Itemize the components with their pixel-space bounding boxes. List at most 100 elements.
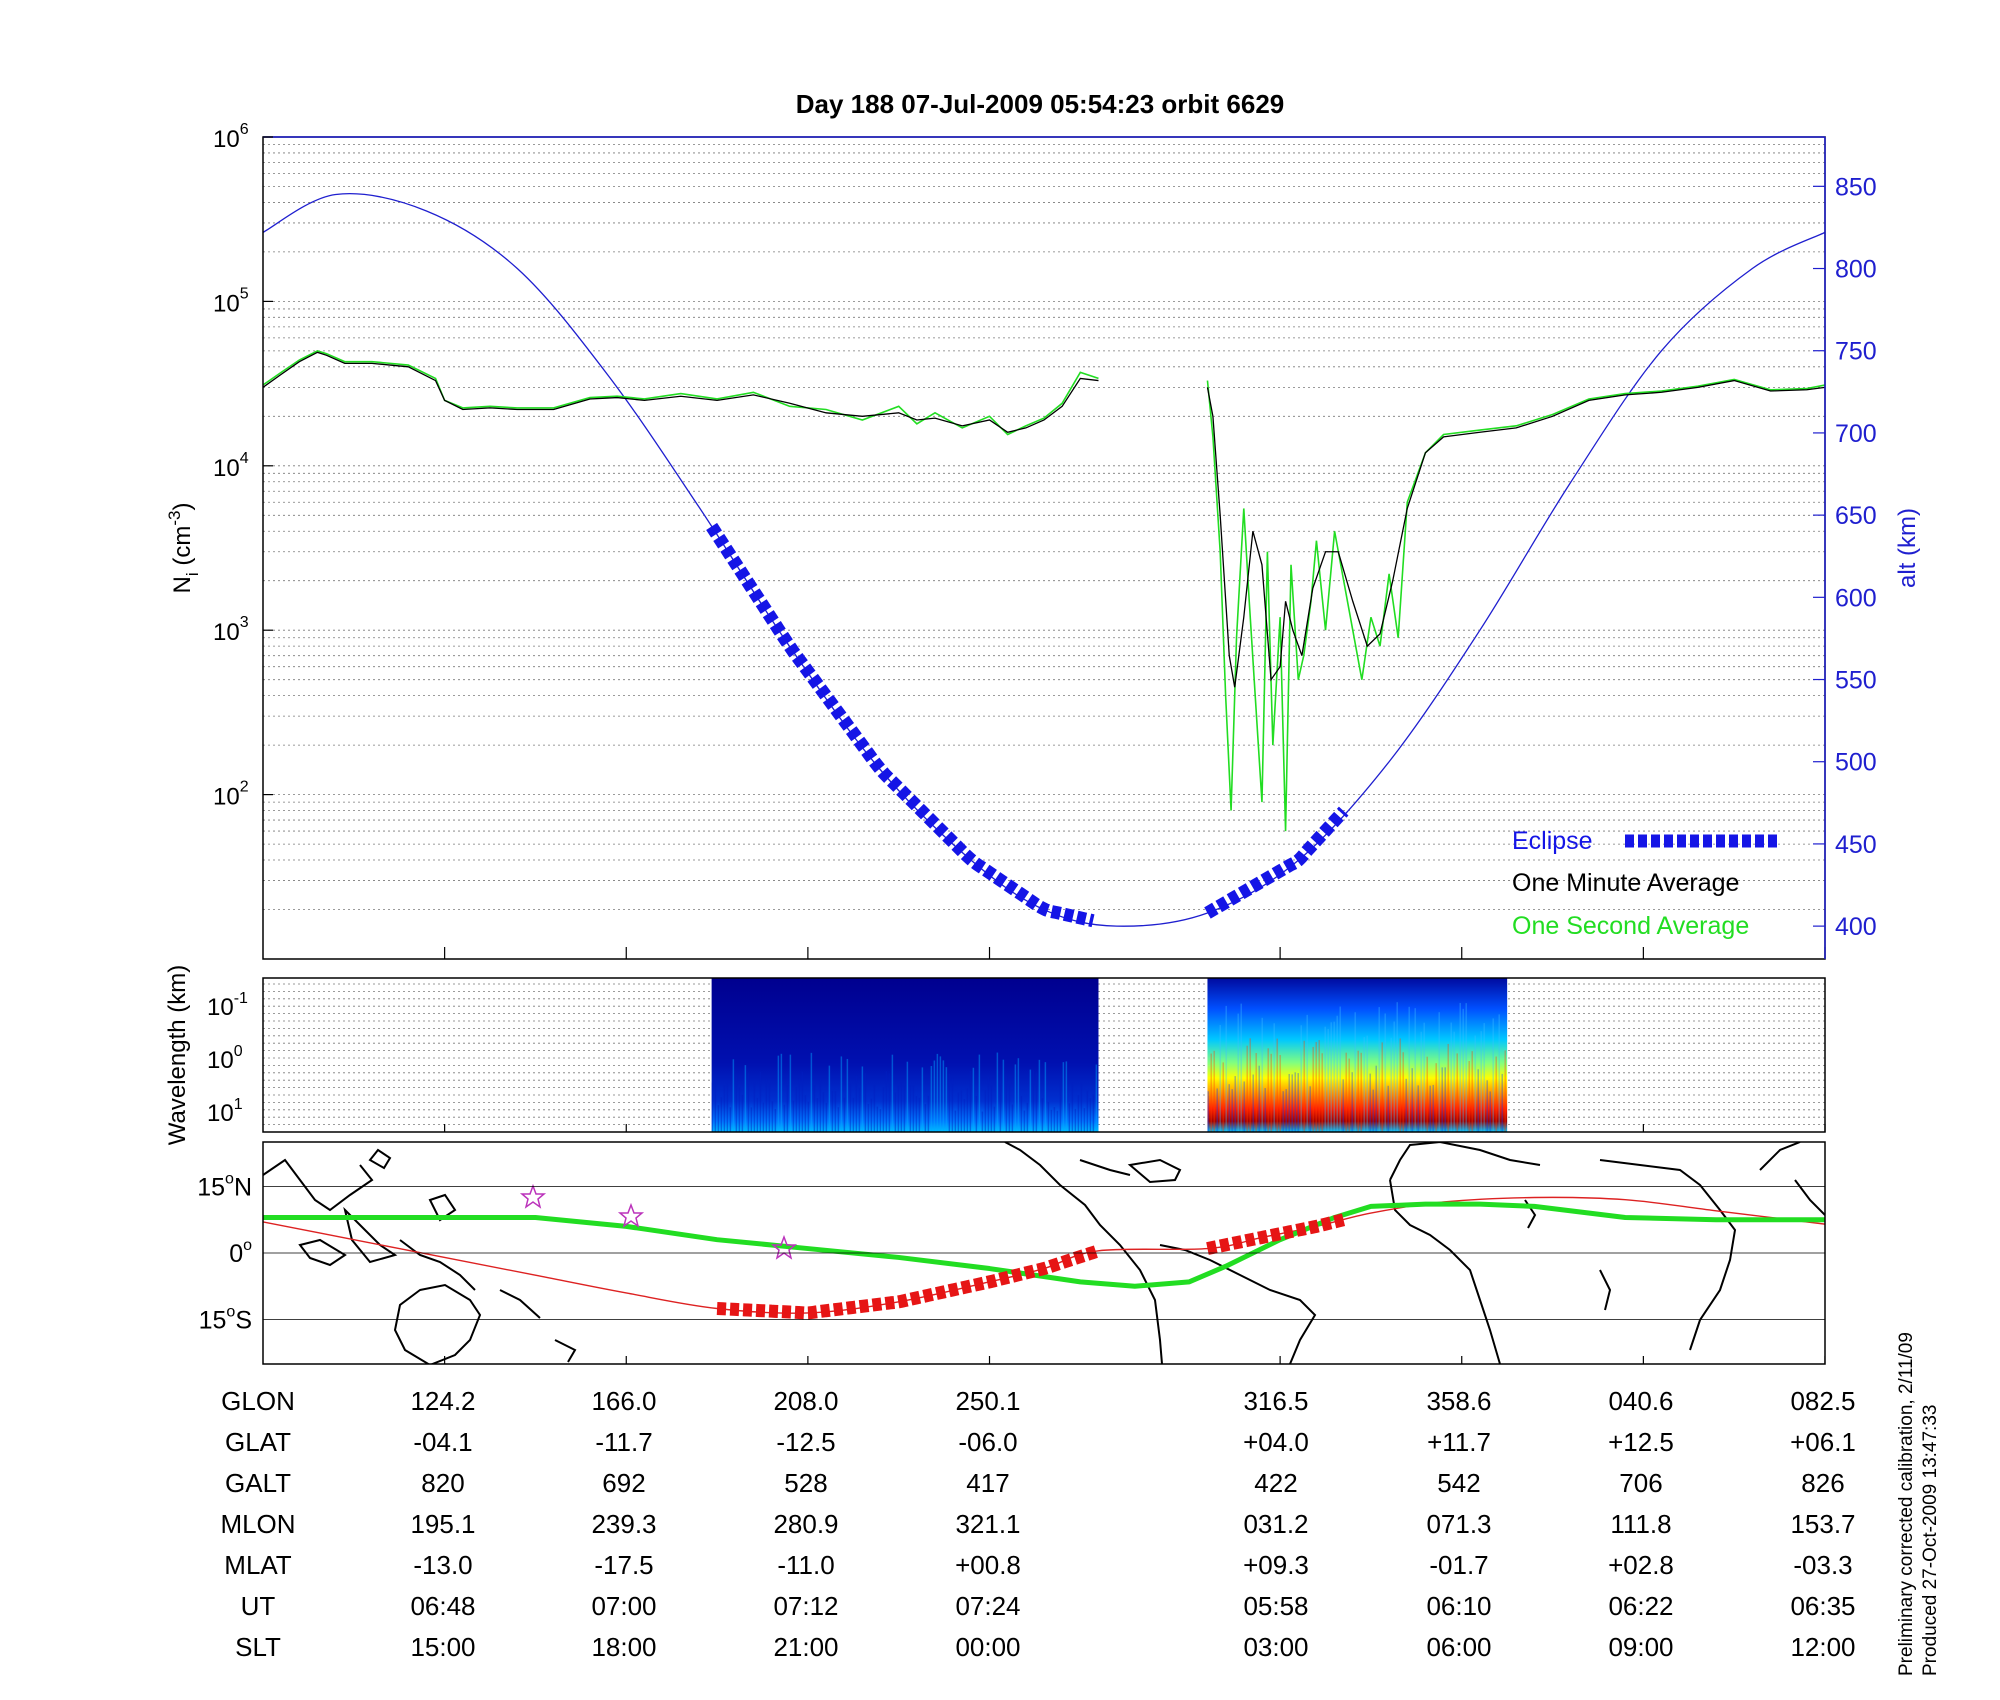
- table-cell: +02.8: [1608, 1550, 1674, 1580]
- spectrogram-streak: [1315, 1041, 1317, 1132]
- spectrogram-streak: [1336, 1015, 1338, 1132]
- spectrogram-streak: [711, 1082, 714, 1132]
- spectrogram-streak: [777, 1055, 780, 1132]
- spectrogram-streak: [873, 1084, 876, 1132]
- latitude-tick-label: 15oN: [197, 1170, 252, 1201]
- spectrogram-streak: [1348, 1058, 1350, 1132]
- spectrogram-streak: [1219, 1024, 1221, 1132]
- spectrogram-streak: [1053, 1107, 1056, 1132]
- spectrogram-streak: [1288, 1073, 1290, 1132]
- spectrogram-streak: [738, 1087, 741, 1132]
- table-row-label: UT: [241, 1591, 276, 1621]
- spectrogram-streak: [939, 1056, 942, 1132]
- spectrogram-streak: [999, 1084, 1002, 1132]
- spectrogram-frame: [262, 977, 1826, 1133]
- table-cell: 03:00: [1243, 1632, 1308, 1662]
- one-second-average-series: [263, 350, 1825, 832]
- spectrogram-streak: [1378, 1007, 1380, 1132]
- spectrogram-streak: [747, 1072, 750, 1132]
- spectrogram-streak: [990, 1085, 993, 1132]
- one-minute-average-line: [263, 351, 1099, 433]
- spectrogram-streak: [1402, 1052, 1404, 1132]
- spectrogram-streak: [1095, 1064, 1098, 1132]
- table-cell: 082.5: [1790, 1386, 1855, 1416]
- spectrogram-streak: [1243, 1081, 1245, 1132]
- spectrogram-streak: [1237, 1013, 1239, 1132]
- spectrogram-streak: [1044, 1062, 1047, 1132]
- table-row-label: SLT: [235, 1632, 281, 1662]
- spectrogram-streak: [960, 1090, 963, 1132]
- table-cell: 422: [1254, 1468, 1297, 1498]
- legend-minute-label: One Minute Average: [1512, 869, 1739, 897]
- spectrogram-streak: [1074, 1108, 1077, 1132]
- spectrogram-streak: [1477, 1069, 1479, 1132]
- spectrogram-streak: [1264, 1088, 1266, 1132]
- table-cell: 358.6: [1426, 1386, 1491, 1416]
- spectrogram-streak: [1270, 1053, 1272, 1132]
- spectrogram-streak: [891, 1054, 894, 1132]
- spectrogram-streak: [1483, 1023, 1485, 1132]
- spectrogram-streak: [759, 1071, 762, 1132]
- table-cell: 05:58: [1243, 1591, 1308, 1621]
- spectrogram-streak: [1372, 1089, 1374, 1132]
- table-cell: 21:00: [773, 1632, 838, 1662]
- spectrogram-streak: [765, 1078, 768, 1132]
- table-cell: 00:00: [955, 1632, 1020, 1662]
- table-cell: 124.2: [410, 1386, 475, 1416]
- spectrogram-streak: [816, 1098, 819, 1132]
- spectrogram-streak: [849, 1083, 852, 1132]
- spectrogram-streak: [942, 1060, 945, 1132]
- spectrogram-streak: [1050, 1109, 1053, 1132]
- spectrogram-streak: [1246, 1045, 1248, 1132]
- spectrogram-streak: [729, 1107, 732, 1132]
- spectrogram-streak: [1429, 1085, 1431, 1132]
- spectrogram-streak: [900, 1082, 903, 1132]
- eclipse-series: [706, 522, 1349, 928]
- table-row-label: MLON: [220, 1509, 295, 1539]
- spectrogram-streak: [1450, 1022, 1452, 1132]
- spectrogram-streak: [1080, 1082, 1083, 1132]
- latitude-tick-labels: 15oN 0o 15oS: [197, 1170, 1825, 1335]
- spectrogram-streak: [1465, 1003, 1467, 1132]
- table-cell: -12.5: [776, 1427, 835, 1457]
- spectrogram-streak: [1339, 1006, 1341, 1132]
- spectrogram-streak: [1089, 1098, 1092, 1132]
- spectrogram-streak: [885, 1071, 888, 1132]
- table-cell: 031.2: [1243, 1509, 1308, 1539]
- table-row-label: GLAT: [225, 1427, 291, 1457]
- table-cell: 18:00: [591, 1632, 656, 1662]
- spectrogram-streak: [933, 1060, 936, 1132]
- table-cell: +09.3: [1243, 1550, 1309, 1580]
- altitude-tick-label: 400: [1835, 913, 1877, 941]
- spectrogram-streak: [837, 1107, 840, 1132]
- spectrogram-streak: [1486, 1080, 1488, 1132]
- spectrogram-streak: [783, 1104, 786, 1132]
- spectrogram-streak: [1228, 1084, 1230, 1132]
- altitude-tick-label: 700: [1835, 420, 1877, 448]
- spectrogram-streak: [858, 1087, 861, 1132]
- orbit-track-line: [263, 1196, 1825, 1314]
- eclipse-segment: [1204, 806, 1349, 919]
- spectrogram-streak: [1447, 1043, 1449, 1132]
- one-minute-average-line: [1206, 379, 1825, 688]
- spectrogram-streak: [1354, 1012, 1356, 1132]
- spectrogram-streak: [975, 1095, 978, 1132]
- spectrogram-streak: [1318, 1040, 1320, 1132]
- table-cell: 040.6: [1608, 1386, 1673, 1416]
- one-minute-average-series: [263, 351, 1825, 688]
- table-cell: 06:22: [1608, 1591, 1673, 1621]
- spectrogram-streak: [1357, 1050, 1359, 1132]
- spectrogram-streak: [1240, 1003, 1242, 1132]
- spectrogram-streak: [1366, 1035, 1368, 1132]
- density-grid: [263, 144, 1826, 960]
- table-row-label: GALT: [225, 1468, 291, 1498]
- table-cell: +12.5: [1608, 1427, 1674, 1457]
- table-cell: 12:00: [1790, 1632, 1855, 1662]
- spectrogram-streak: [1435, 1063, 1437, 1132]
- spectrogram-streak: [1017, 1058, 1020, 1132]
- table-cell: 07:00: [591, 1591, 656, 1621]
- spectrogram-streak: [897, 1085, 900, 1132]
- density-tick-label: 106: [213, 121, 249, 153]
- spectrogram-streak: [954, 1110, 957, 1132]
- spectrogram-streak: [930, 1066, 933, 1132]
